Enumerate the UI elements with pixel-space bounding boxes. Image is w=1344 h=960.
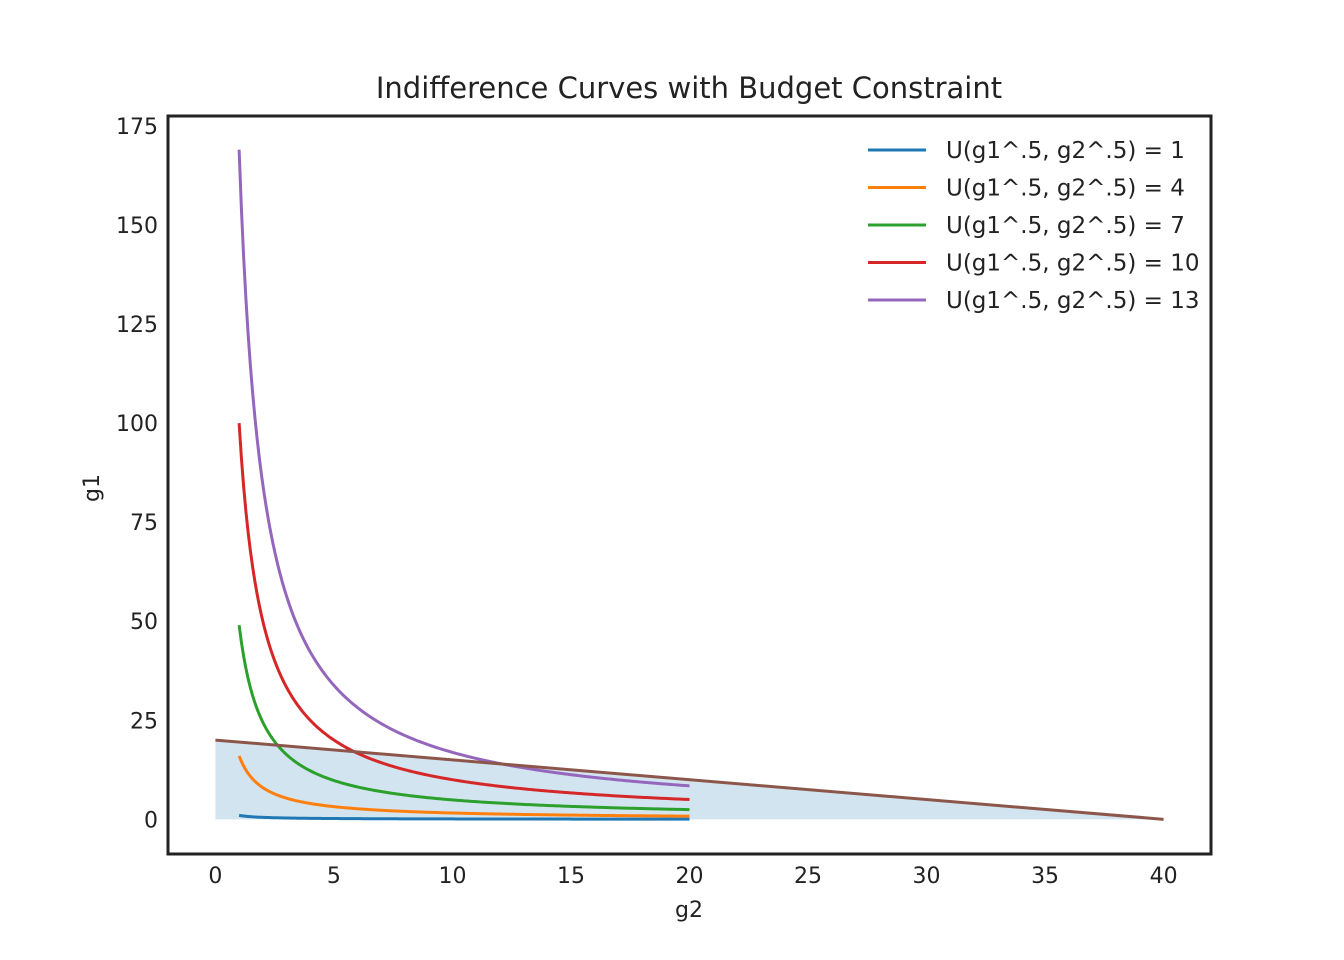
legend-label: U(g1^.5, g2^.5) = 13 [946, 288, 1199, 314]
plot-area [215, 149, 1164, 821]
axes-frame [166, 114, 1213, 856]
x-tick-label: 35 [1031, 864, 1059, 889]
x-tick-label: 0 [208, 864, 222, 889]
x-tick-label: 20 [676, 864, 704, 889]
legend-label: U(g1^.5, g2^.5) = 4 [946, 176, 1185, 202]
x-axis-ticks: 0 5 10 15 20 25 30 35 40 [208, 864, 1177, 889]
y-axis-label: g1 [80, 474, 105, 502]
y-tick-label: 150 [116, 214, 158, 239]
series-line-u7 [237, 624, 690, 812]
series-line-u1 [238, 813, 690, 821]
x-tick-label: 10 [438, 864, 466, 889]
x-tick-label: 25 [794, 864, 822, 889]
series-line-u13 [237, 149, 690, 788]
x-tick-label: 40 [1150, 864, 1178, 889]
x-tick-label: 5 [327, 864, 341, 889]
legend-label: U(g1^.5, g2^.5) = 1 [946, 138, 1185, 164]
y-tick-label: 125 [116, 313, 158, 338]
series-line-u4 [237, 755, 690, 818]
y-tick-label: 75 [130, 511, 158, 536]
y-tick-label: 25 [130, 709, 158, 734]
budget-constraint-line [215, 738, 1164, 821]
x-tick-label: 15 [557, 864, 585, 889]
x-axis-label: g2 [675, 898, 703, 923]
series-line-u10 [237, 422, 690, 802]
y-axis-ticks: 0 25 50 75 100 125 150 175 [116, 115, 158, 833]
y-tick-label: 100 [116, 412, 158, 437]
legend-label: U(g1^.5, g2^.5) = 10 [946, 251, 1199, 277]
y-tick-label: 50 [130, 610, 158, 635]
legend: U(g1^.5, g2^.5) = 1 U(g1^.5, g2^.5) = 4 U(… [868, 138, 1199, 314]
x-tick-label: 30 [913, 864, 941, 889]
y-tick-label: 175 [116, 115, 158, 140]
chart-title: Indifference Curves with Budget Constrai… [376, 71, 1002, 105]
y-tick-label: 0 [144, 808, 158, 833]
legend-label: U(g1^.5, g2^.5) = 7 [946, 213, 1185, 239]
